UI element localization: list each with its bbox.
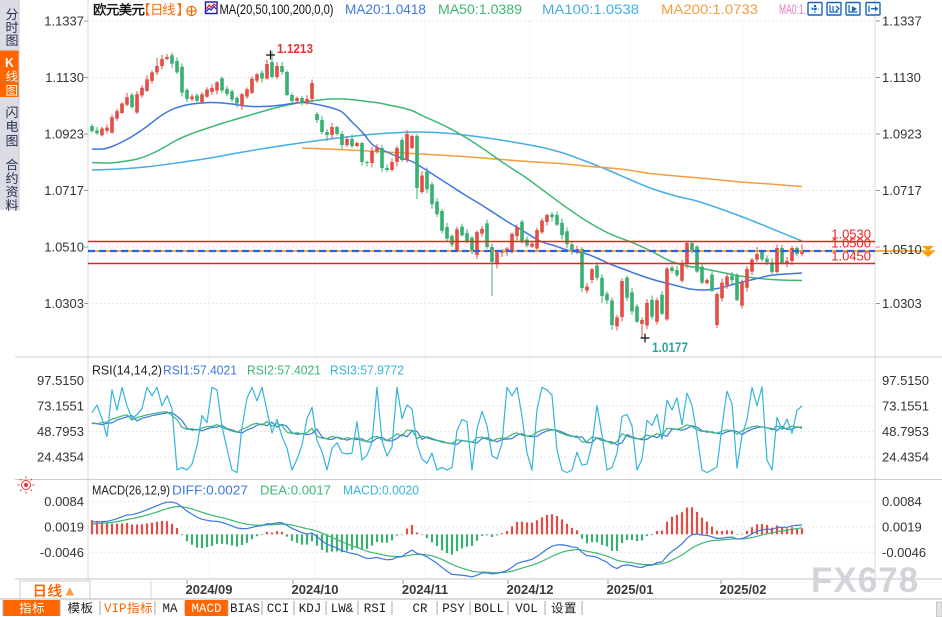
svg-text:K: K	[5, 56, 14, 70]
svg-text:DIFF:0.0027: DIFF:0.0027	[172, 483, 248, 498]
svg-text:1.1130: 1.1130	[45, 70, 84, 85]
svg-text:1.0500: 1.0500	[831, 236, 871, 251]
svg-text:1.0717: 1.0717	[882, 183, 922, 198]
svg-text:1.0530: 1.0530	[831, 227, 871, 242]
svg-text:RSI2:57.4021: RSI2:57.4021	[247, 363, 321, 378]
svg-text:1.0303: 1.0303	[882, 296, 922, 311]
svg-text:2025/02: 2025/02	[720, 582, 767, 597]
svg-text:CCI: CCI	[267, 602, 290, 616]
svg-text:1.0303: 1.0303	[44, 296, 84, 311]
svg-text:1.1337: 1.1337	[882, 14, 922, 29]
svg-text:24.4354: 24.4354	[882, 450, 929, 465]
svg-text:1.0450: 1.0450	[831, 249, 871, 264]
svg-text:RSI(14,14,2): RSI(14,14,2)	[92, 363, 162, 378]
svg-text:MACD(26,12,9): MACD(26,12,9)	[92, 483, 170, 498]
svg-text:0.0019: 0.0019	[882, 519, 922, 534]
svg-text:48.7953: 48.7953	[37, 424, 84, 439]
svg-text:0.0084: 0.0084	[882, 494, 922, 509]
svg-text:73.1551: 73.1551	[37, 399, 84, 414]
svg-text:1.0923: 1.0923	[882, 127, 922, 142]
svg-text:PSY: PSY	[442, 602, 465, 616]
svg-text:73.1551: 73.1551	[882, 399, 929, 414]
svg-text:2025/01: 2025/01	[607, 582, 654, 597]
svg-text:MA100:1.0538: MA100:1.0538	[542, 2, 639, 17]
svg-text:-0.0046: -0.0046	[882, 545, 926, 560]
svg-text:MA50:1.0389: MA50:1.0389	[438, 2, 522, 17]
svg-text:1.1337: 1.1337	[44, 14, 84, 29]
svg-text:RSI: RSI	[364, 602, 387, 616]
svg-text:KDJ: KDJ	[299, 602, 322, 616]
svg-text:1.1130: 1.1130	[882, 70, 921, 85]
svg-text:LW&: LW&	[331, 602, 354, 616]
svg-text:1.0717: 1.0717	[44, 183, 84, 198]
svg-text:MA(20,50,100,200,0,0): MA(20,50,100,200,0,0)	[220, 2, 334, 17]
svg-text:0.0084: 0.0084	[44, 494, 84, 509]
svg-text:48.7953: 48.7953	[882, 424, 929, 439]
svg-text:RSI3:57.9772: RSI3:57.9772	[330, 363, 404, 378]
svg-text:MACD: MACD	[191, 602, 221, 616]
svg-text:-0.0046: -0.0046	[40, 545, 84, 560]
svg-text:1.0923: 1.0923	[44, 127, 84, 142]
svg-text:2024/09: 2024/09	[186, 582, 233, 597]
svg-text:1.0510: 1.0510	[44, 240, 84, 255]
svg-text:2024/10: 2024/10	[292, 582, 339, 597]
svg-text:VIP: VIP	[104, 602, 127, 616]
svg-text:MACD:0.0020: MACD:0.0020	[343, 483, 419, 498]
svg-text:CR: CR	[412, 602, 428, 616]
svg-text:MA: MA	[162, 602, 178, 616]
svg-text:97.5150: 97.5150	[882, 373, 929, 388]
svg-text:MA0:1.: MA0:1.	[779, 2, 806, 17]
svg-text:BIAS: BIAS	[230, 602, 260, 616]
svg-text:1.1213: 1.1213	[277, 42, 313, 56]
svg-text:FX678: FX678	[811, 561, 919, 600]
svg-text:BOLL: BOLL	[474, 602, 504, 616]
svg-text:RSI1:57.4021: RSI1:57.4021	[163, 363, 237, 378]
svg-text:1.0177: 1.0177	[652, 340, 688, 355]
svg-text:2024/11: 2024/11	[402, 582, 448, 597]
svg-text:97.5150: 97.5150	[37, 373, 84, 388]
svg-text:DEA:0.0017: DEA:0.0017	[260, 483, 331, 498]
svg-text:1.0510: 1.0510	[882, 242, 922, 257]
svg-text:VOL: VOL	[515, 602, 538, 616]
svg-text:24.4354: 24.4354	[37, 450, 84, 465]
svg-text:MA20:1.0418: MA20:1.0418	[345, 2, 426, 17]
svg-text:2024/12: 2024/12	[507, 582, 554, 597]
svg-text:MA200:1.0733: MA200:1.0733	[661, 2, 758, 17]
svg-text:0.0019: 0.0019	[44, 519, 84, 534]
